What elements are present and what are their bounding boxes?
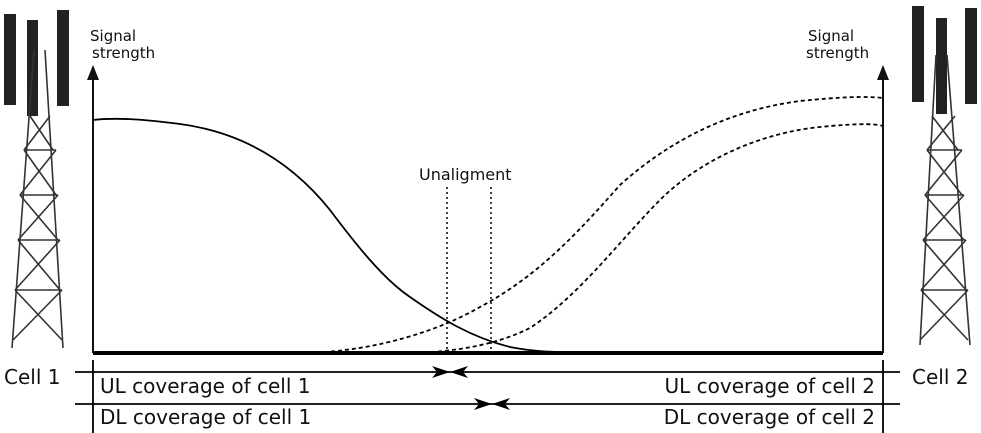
right-axis: [877, 65, 889, 353]
left-axis-label-line2: strength: [92, 44, 155, 62]
ul-coverage-cell2-label: UL coverage of cell 2: [665, 374, 875, 398]
cell2-signal-upper-curve: [309, 96, 884, 354]
cell-tower-right-icon: [912, 6, 977, 346]
cell-tower-left-icon: [4, 10, 69, 349]
cell1-signal-curve: [92, 117, 571, 353]
dl-coverage-cell1-label: DL coverage of cell 1: [100, 405, 311, 429]
dl-coverage-cell2-label: DL coverage of cell 2: [664, 405, 875, 429]
cell-2-label: Cell 2: [912, 365, 968, 389]
unalignment-label: Unaligment: [419, 165, 512, 184]
dl-cell2-arrowhead: [492, 398, 510, 410]
cell2-signal-lower-curve: [409, 123, 884, 354]
left-axis-label-line1: Signal: [90, 27, 136, 45]
right-axis-label-line2: strength: [806, 44, 869, 62]
ul-cell1-arrowhead: [432, 366, 450, 378]
dl-cell1-arrowhead: [474, 398, 492, 410]
left-axis: [87, 65, 99, 353]
right-axis-label-line1: Signal: [808, 27, 854, 45]
ul-cell2-arrowhead: [450, 366, 468, 378]
ul-coverage-cell1-label: UL coverage of cell 1: [100, 374, 310, 398]
cell-1-label: Cell 1: [4, 365, 60, 389]
